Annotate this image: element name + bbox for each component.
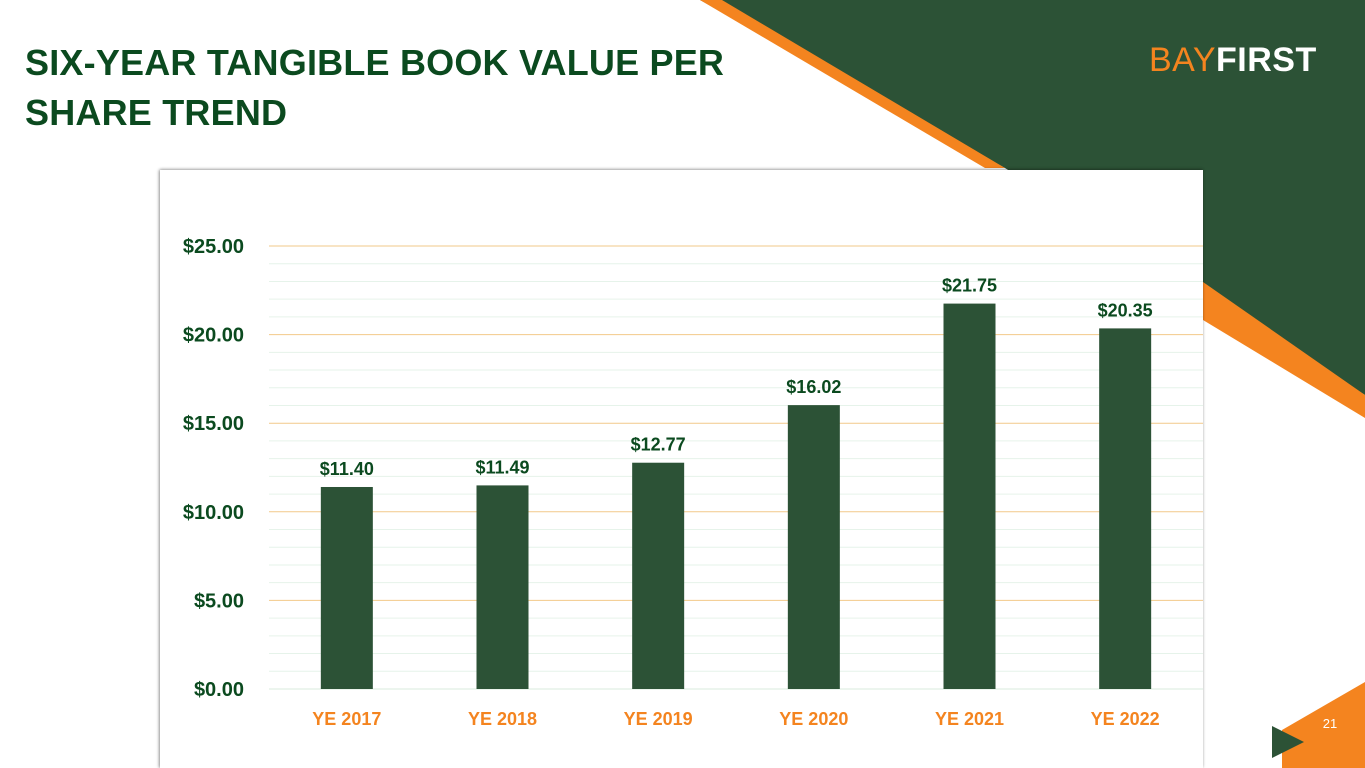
orange-accent-stripe [700,0,1005,168]
top-right-green-band [700,0,1365,395]
bar-ye-2017 [320,486,373,689]
y-tick-label: $5.00 [194,590,244,612]
logo-text-first: FIRST [1216,41,1317,79]
data-label: $11.49 [475,457,529,477]
data-label: $20.35 [1098,300,1153,320]
bar-ye-2018 [476,485,529,689]
bar-ye-2019 [632,462,685,689]
bar-ye-2022 [1099,328,1152,689]
y-tick-label: $10.00 [183,502,244,524]
data-label: $11.40 [320,459,374,479]
data-label: $16.02 [786,377,841,397]
data-label: $21.75 [942,276,997,296]
logo-text-bay: BAY [1149,41,1217,79]
y-tick-label: $15.00 [183,413,244,435]
right-orange-accent [1203,282,1365,418]
y-tick-label: $25.00 [183,236,244,258]
x-tick-label: YE 2019 [624,709,693,729]
x-tick-label: YE 2018 [468,709,537,729]
x-tick-label: YE 2021 [935,709,1004,729]
data-label: $12.77 [631,435,686,455]
bar-ye-2020 [787,405,840,689]
x-tick-label: YE 2022 [1091,709,1160,729]
bar-ye-2021 [943,303,996,689]
company-logo: BAYFIRST [1149,40,1317,80]
y-tick-label: $0.00 [194,679,244,701]
x-tick-label: YE 2017 [312,709,381,729]
x-tick-label: YE 2020 [779,709,848,729]
page-number: 21 [1322,716,1338,731]
chart-panel: $0.00 $5.00 $10.00 $15.00 $20.00 $25.00 $11.40… [160,170,1203,768]
bar-chart: $0.00 $5.00 $10.00 $15.00 $20.00 $25.00 $11.40… [183,236,1203,729]
slide-title: SIX-YEAR TANGIBLE BOOK VALUE PER SHARE T… [25,42,725,133]
y-tick-label: $20.00 [183,325,244,347]
